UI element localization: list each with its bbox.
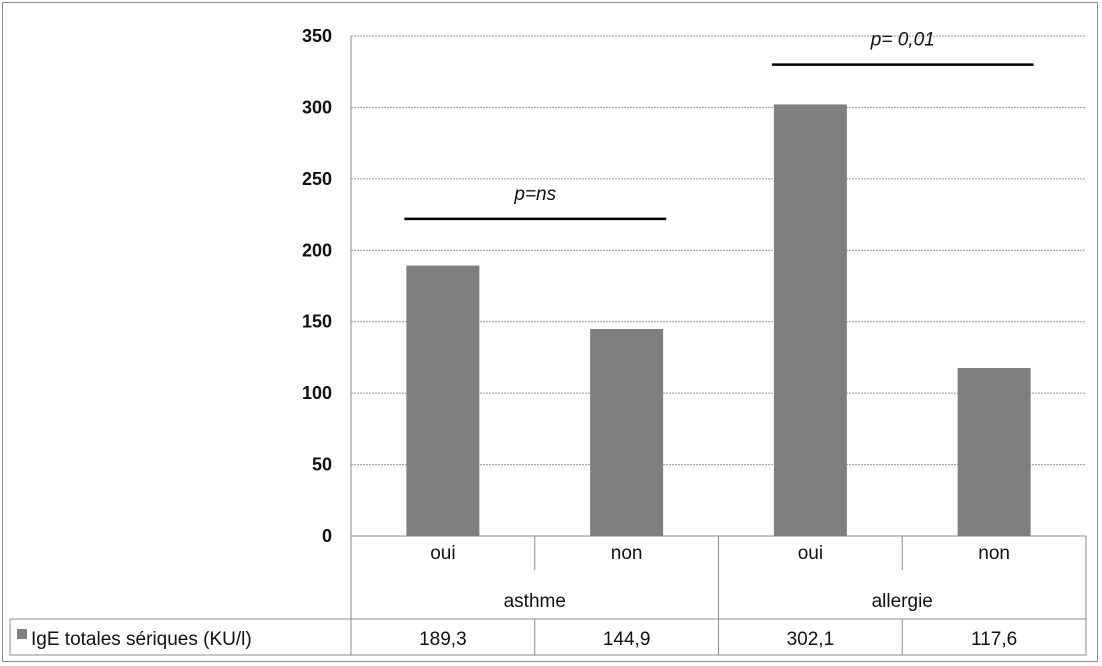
bar-1	[590, 329, 664, 536]
group-label: asthme	[504, 591, 566, 612]
data-label: 117,6	[971, 629, 1017, 650]
x-tick-label: oui	[798, 543, 823, 564]
data-label: 302,1	[787, 629, 835, 650]
x-tick-label: oui	[430, 543, 455, 564]
y-tick-label: 300	[302, 97, 332, 117]
significance-label: p=ns	[513, 184, 556, 205]
y-tick-label: 150	[302, 312, 332, 332]
y-tick-label: 100	[302, 383, 332, 403]
legend-swatch	[17, 629, 27, 639]
group-label: allergie	[872, 591, 933, 612]
bar-2	[773, 104, 847, 536]
y-tick-label: 0	[322, 526, 332, 546]
bar-0	[406, 265, 480, 536]
data-label: 144,9	[603, 629, 651, 650]
y-tick-label: 50	[312, 455, 332, 475]
bar-3	[957, 368, 1031, 536]
y-tick-label: 350	[302, 26, 332, 46]
x-tick-label: non	[611, 543, 643, 564]
legend-label: IgE totales sériques (KU/l)	[31, 629, 252, 650]
y-tick-label: 250	[302, 169, 332, 189]
significance-label: p= 0,01	[870, 30, 935, 51]
y-tick-label: 200	[302, 240, 332, 260]
x-tick-label: non	[978, 543, 1010, 564]
data-label: 189,3	[419, 629, 467, 650]
